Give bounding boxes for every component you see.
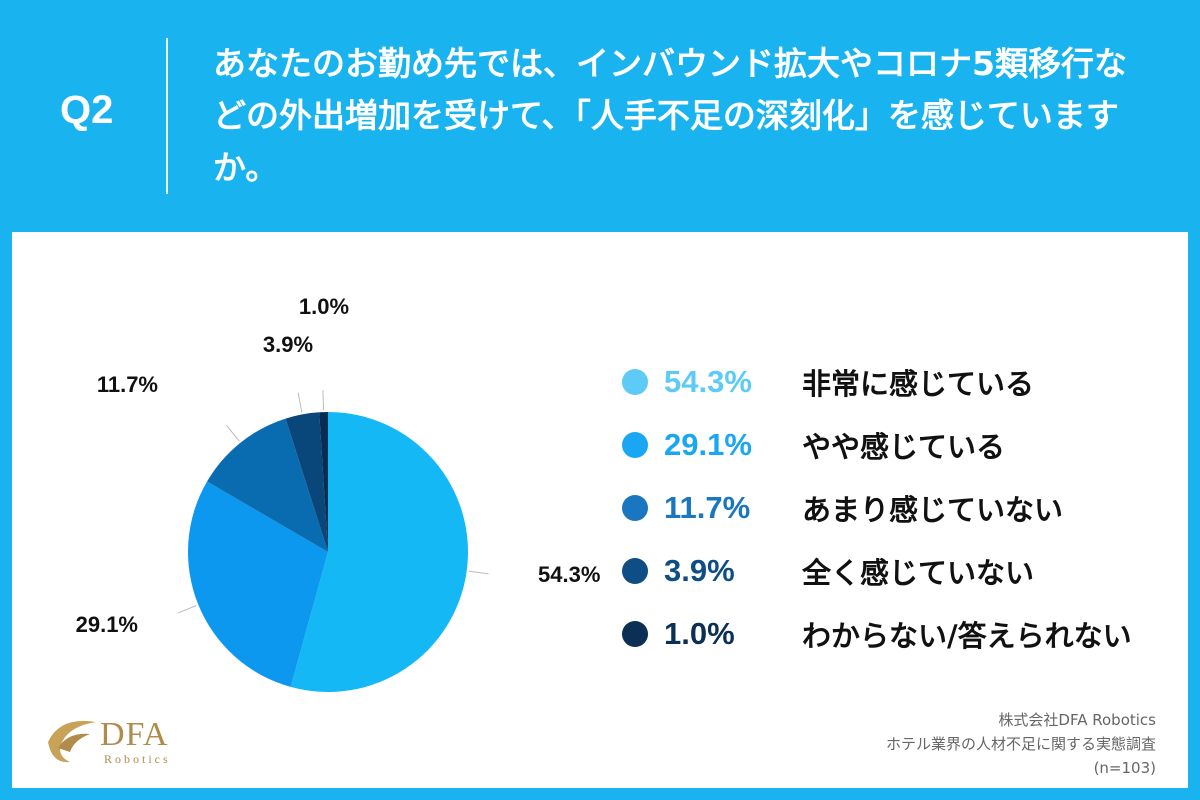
slice-label: 54.3% (538, 562, 600, 587)
pie-slice (319, 412, 328, 552)
leader-line (177, 605, 197, 614)
slice-label: 1.0% (299, 294, 349, 319)
slice-label: 29.1% (76, 612, 138, 637)
legend: 54.3% 非常に感じている 29.1% やや感じている 11.7% あまり感じ… (610, 350, 1170, 665)
pie-slice (207, 418, 328, 552)
pie-slice (285, 412, 328, 552)
source-note: 株式会社DFA Robotics ホテル業界の人材不足に関する実態調査 (n=1… (886, 708, 1156, 780)
legend-dot (622, 557, 648, 584)
dfa-logo: DFA Robotics (40, 712, 190, 772)
question-text: あなたのお勤め先では、インバウンド拡大やコロナ5類移行などの外出増加を受けて、「… (213, 44, 1127, 187)
slice-label: 11.7% (97, 372, 158, 397)
legend-percent: 29.1% (664, 426, 752, 462)
logo-swirl-icon (48, 720, 96, 763)
legend-percent: 3.9% (664, 552, 735, 588)
legend-label: やや感じている (802, 429, 1006, 464)
source-survey: ホテル業界の人材不足に関する実態調査 (885, 735, 1156, 753)
source-company: 株式会社DFA Robotics (998, 711, 1156, 729)
leader-line (297, 392, 303, 413)
legend-item: 54.3% 非常に感じている (610, 350, 1170, 413)
leader-line (226, 425, 240, 442)
legend-item: 11.7% あまり感じていない (610, 476, 1170, 539)
legend-dot (622, 620, 648, 647)
legend-label: あまり感じていない (802, 492, 1064, 527)
logo-text: DFA (100, 716, 169, 753)
legend-dot (622, 431, 648, 458)
slice-label: 3.9% (263, 332, 313, 357)
legend-label: 非常に感じている (802, 366, 1035, 401)
legend-percent: 11.7% (664, 489, 751, 525)
legend-item: 3.9% 全く感じていない (610, 539, 1170, 602)
question-number: Q2 (60, 88, 114, 132)
legend-label: 全く感じていない (802, 555, 1035, 590)
pie-slice (187, 481, 328, 687)
question-header: Q2 あなたのお勤め先では、インバウンド拡大やコロナ5類移行などの外出増加を受け… (0, 0, 1200, 230)
legend-dot (622, 368, 648, 395)
legend-item: 29.1% やや感じている (610, 413, 1170, 476)
leader-line (468, 570, 489, 575)
legend-dot (622, 494, 648, 521)
leader-line (322, 390, 325, 411)
sample-size: (n=103) (1093, 759, 1156, 777)
legend-percent: 54.3% (664, 363, 752, 399)
pie-slice (290, 412, 469, 692)
header-divider (166, 38, 168, 194)
legend-item: 1.0% わからない/答えられない (610, 602, 1170, 665)
legend-label: わからない/答えられない (802, 618, 1132, 653)
legend-percent: 1.0% (664, 615, 735, 651)
logo-subtext: Robotics (104, 752, 171, 766)
